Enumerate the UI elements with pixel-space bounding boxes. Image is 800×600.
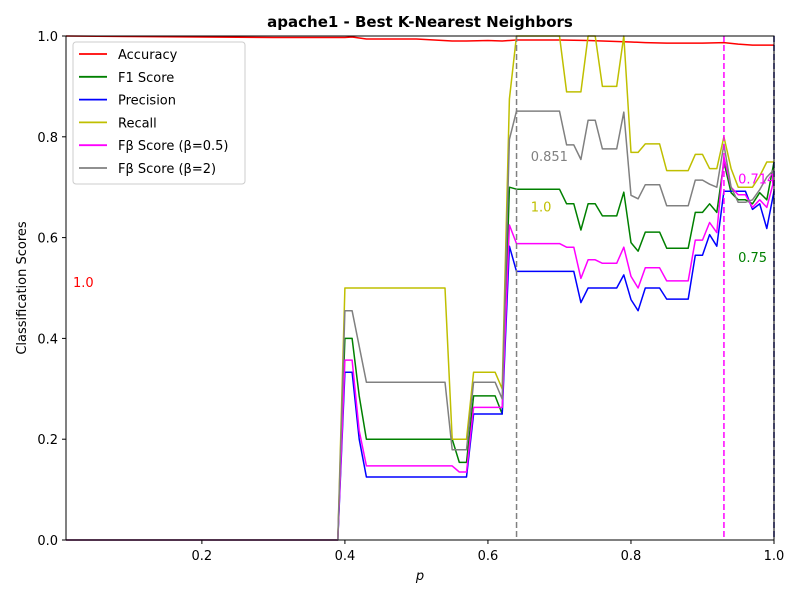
series-line-0 xyxy=(65,35,774,46)
legend-label-1: F1 Score xyxy=(118,71,174,86)
y-tick-label: 0.4 xyxy=(37,332,58,347)
legend-label-4: Fβ Score (β=0.5) xyxy=(118,139,228,154)
x-tick-label: 0.8 xyxy=(621,549,642,564)
x-tick-label: 1.0 xyxy=(764,549,785,564)
annotation-label-0: 1.0 xyxy=(73,276,94,291)
series-line-1 xyxy=(66,161,775,541)
legend-label-5: Fβ Score (β=2) xyxy=(118,162,216,177)
y-tick-label: 0.8 xyxy=(37,131,58,146)
y-tick-label: 1.0 xyxy=(37,30,58,45)
annotation-label-2: 1.0 xyxy=(531,200,552,215)
series-line-2 xyxy=(66,190,775,541)
annotation-label-4: 0.75 xyxy=(738,251,767,266)
y-tick-label: 0.6 xyxy=(37,232,58,247)
x-tick-label: 0.6 xyxy=(478,549,499,564)
chart-legend: Accuracy F1 Score Precision Recall Fβ Score … xyxy=(72,41,246,185)
x-tick-label: 0.4 xyxy=(335,549,356,564)
series-line-3 xyxy=(66,35,774,541)
y-tick-label: 0.2 xyxy=(37,433,58,448)
x-tick-label: 0.2 xyxy=(192,549,213,564)
y-tick-label: 0.0 xyxy=(37,534,58,549)
axis-layer: 0.2 0.4 0.6 0.8 1.0 0.0 0.2 0.4 0.6 0.8 1.0 xyxy=(37,30,784,564)
chart-title: apache1 - Best K-Nearest Neighbors xyxy=(267,13,573,31)
y-axis-title: Classification Scores xyxy=(15,221,30,355)
legend-label-3: Recall xyxy=(118,116,157,131)
series-line-4 xyxy=(66,156,775,541)
legend-label-2: Precision xyxy=(118,94,176,109)
plot-frame xyxy=(65,35,775,541)
legend-label-0: Accuracy xyxy=(118,48,178,63)
legend-box xyxy=(72,41,246,185)
x-axis-title: p xyxy=(415,569,424,584)
annotation-label-1: 0.851 xyxy=(531,150,568,165)
annotation-label-3: 0.714 xyxy=(738,173,775,188)
annotation-layer: 1.0 0.851 1.0 0.714 0.75 xyxy=(73,150,775,291)
series-layer xyxy=(65,35,775,541)
series-line-5 xyxy=(66,110,775,541)
